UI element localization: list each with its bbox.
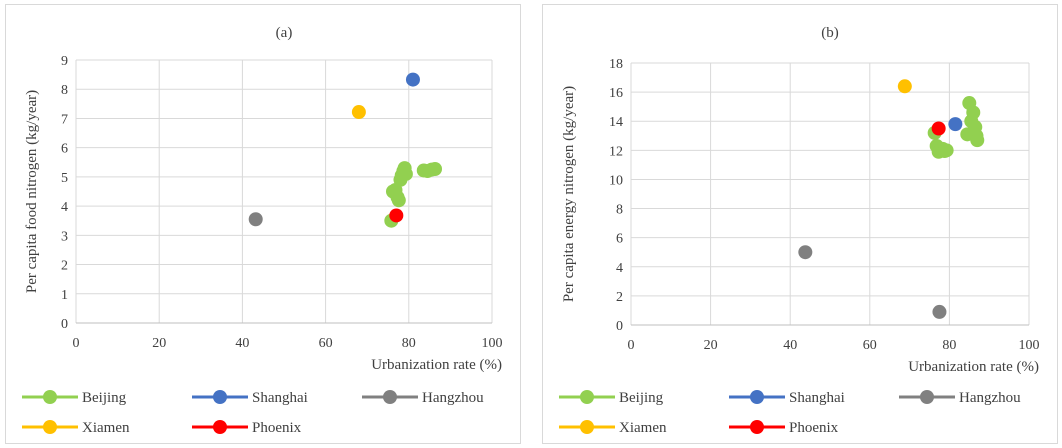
legend-item-shanghai: Shanghai <box>192 390 308 406</box>
y-tick-label: 14 <box>609 115 623 130</box>
legend-item-phoenix: Phoenix <box>192 420 302 436</box>
legend-item-hangzhou: Hangzhou <box>362 390 484 406</box>
y-tick-label: 1 <box>61 288 68 303</box>
data-point-beijing <box>939 143 954 158</box>
legend-item-shanghai: Shanghai <box>729 390 845 406</box>
y-tick-label: 5 <box>61 171 68 186</box>
y-tick-label: 2 <box>61 259 68 274</box>
legend-item-xiamen: Xiamen <box>559 420 667 436</box>
legend-label: Shanghai <box>789 390 845 406</box>
legend-label: Hangzhou <box>422 390 484 406</box>
y-tick-label: 6 <box>616 232 623 247</box>
series-hangzhou <box>248 212 263 227</box>
series-phoenix <box>389 208 404 223</box>
data-point-shanghai <box>948 117 963 132</box>
x-tick-label: 80 <box>942 338 956 353</box>
legend-swatch-marker <box>580 390 594 404</box>
chart-b-svg: (b) 0 2 4 6 8 10 12 14 16 18 0 20 40 60 80 100 Urbanizati… <box>559 25 1040 436</box>
y-tick-label: 8 <box>616 203 623 218</box>
legend-swatch-marker <box>580 420 594 434</box>
series-phoenix <box>931 121 946 136</box>
chart-panel-a: (a) 0 1 2 3 4 5 6 7 8 9 0 20 40 60 80 100 Urbanization ra… <box>5 4 521 444</box>
y-tick-label: 3 <box>61 229 68 244</box>
data-point-hangzhou <box>932 304 947 319</box>
y-tick-label: 7 <box>61 112 68 127</box>
y-tick-label: 4 <box>61 200 68 215</box>
y-tick-label: 16 <box>609 86 623 101</box>
data-point-xiamen <box>351 105 366 120</box>
legend-swatch-marker <box>920 390 934 404</box>
legend-item-beijing: Beijing <box>22 390 127 406</box>
y-axis-label: Per capita food nitrogen (kg/year) <box>24 90 40 293</box>
data-point-hangzhou <box>248 212 263 227</box>
chart-panel-b: (b) 0 2 4 6 8 10 12 14 16 18 0 20 40 60 80 100 Urbanizati… <box>542 4 1058 444</box>
series-beijing <box>384 161 443 228</box>
legend-label: Xiamen <box>82 420 130 436</box>
data-point-beijing <box>966 105 981 120</box>
x-tick-label: 20 <box>152 336 166 351</box>
legend-label: Xiamen <box>619 420 667 436</box>
series-shanghai <box>948 117 963 132</box>
y-tick-label: 18 <box>609 57 623 72</box>
legend-swatch-marker <box>43 390 57 404</box>
x-tick-label: 60 <box>319 336 333 351</box>
y-tick-label: 0 <box>61 317 68 332</box>
series-xiamen <box>897 79 912 94</box>
x-axis-label: Urbanization rate (%) <box>371 357 502 373</box>
y-tick-label: 0 <box>616 319 623 334</box>
y-tick-label: 2 <box>616 290 623 305</box>
y-tick-label: 8 <box>61 83 68 98</box>
series-shanghai <box>405 72 420 87</box>
y-tick-label: 9 <box>61 54 68 69</box>
data-point-phoenix <box>389 208 404 223</box>
legend-item-phoenix: Phoenix <box>729 420 839 436</box>
x-tick-label: 100 <box>482 336 503 351</box>
x-tick-label: 100 <box>1019 338 1040 353</box>
legend-swatch-marker <box>383 390 397 404</box>
legend-swatch-marker <box>750 420 764 434</box>
data-point-shanghai <box>405 72 420 87</box>
y-axis-label: Per capita energy nitrogen (kg/year) <box>561 86 577 302</box>
x-tick-label: 80 <box>402 336 416 351</box>
y-tick-label: 12 <box>609 144 623 159</box>
chart-a-svg: (a) 0 1 2 3 4 5 6 7 8 9 0 20 40 60 80 100 Urbanization ra… <box>22 25 503 436</box>
legend-item-beijing: Beijing <box>559 390 664 406</box>
legend-swatch-marker <box>43 420 57 434</box>
x-tick-label: 0 <box>628 338 635 353</box>
data-point-beijing <box>970 133 985 148</box>
x-tick-label: 40 <box>235 336 249 351</box>
data-point-beijing <box>391 193 406 208</box>
data-point-beijing <box>428 161 443 176</box>
legend-label: Beijing <box>82 390 127 406</box>
legend-item-hangzhou: Hangzhou <box>899 390 1021 406</box>
chart-title: (b) <box>821 25 839 41</box>
x-tick-label: 40 <box>783 338 797 353</box>
x-tick-label: 20 <box>704 338 718 353</box>
legend-label: Shanghai <box>252 390 308 406</box>
x-tick-label: 0 <box>73 336 80 351</box>
legend-swatch-marker <box>213 390 227 404</box>
legend-item-xiamen: Xiamen <box>22 420 130 436</box>
series-xiamen <box>351 105 366 120</box>
y-tick-label: 6 <box>61 142 68 157</box>
y-tick-label: 10 <box>609 173 623 188</box>
legend-label: Phoenix <box>789 420 839 436</box>
legend-swatch-marker <box>750 390 764 404</box>
legend-label: Phoenix <box>252 420 302 436</box>
y-tick-label: 4 <box>616 261 623 276</box>
series-hangzhou <box>798 245 947 319</box>
chart-title: (a) <box>276 25 293 41</box>
x-axis-label: Urbanization rate (%) <box>908 359 1039 375</box>
data-point-hangzhou <box>798 245 813 260</box>
series-beijing <box>927 96 985 159</box>
x-tick-label: 60 <box>863 338 877 353</box>
legend-label: Beijing <box>619 390 664 406</box>
data-point-xiamen <box>897 79 912 94</box>
data-point-phoenix <box>931 121 946 136</box>
legend-label: Hangzhou <box>959 390 1021 406</box>
data-point-beijing <box>398 166 413 181</box>
legend-swatch-marker <box>213 420 227 434</box>
